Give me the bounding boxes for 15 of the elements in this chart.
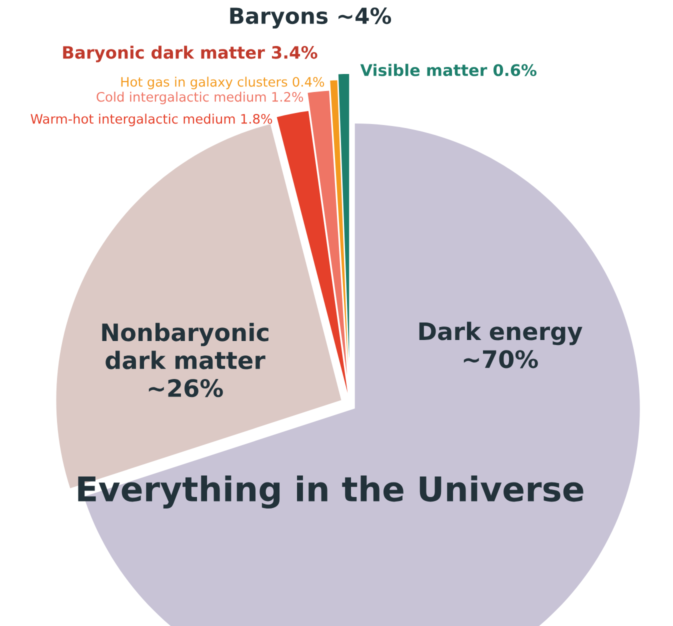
slice-label: Warm-hot intergalactic medium bbox=[30, 114, 235, 126]
slice-label: Visible matter bbox=[360, 64, 488, 76]
slice-label: Cold intergalactic medium bbox=[96, 92, 266, 104]
text: Everything in the Universe bbox=[78, 475, 584, 509]
data-label: 0.6% bbox=[494, 64, 536, 76]
text: Baryonic dark matter 3.4% bbox=[63, 46, 318, 62]
text: Baryons ~4% bbox=[230, 7, 392, 28]
data-label: 0.4% bbox=[292, 76, 324, 87]
slice-label: Hot gas in galaxy clusters bbox=[121, 76, 288, 90]
data-label: ~26% bbox=[148, 379, 223, 398]
data-label: 1.8% bbox=[241, 114, 272, 124]
data-label: ~70% bbox=[464, 350, 538, 368]
data-label: 1.2% bbox=[272, 92, 304, 102]
slice-label: Dark energy bbox=[419, 322, 582, 346]
slice-label: Nonbaryonic dark matter bbox=[102, 322, 268, 370]
